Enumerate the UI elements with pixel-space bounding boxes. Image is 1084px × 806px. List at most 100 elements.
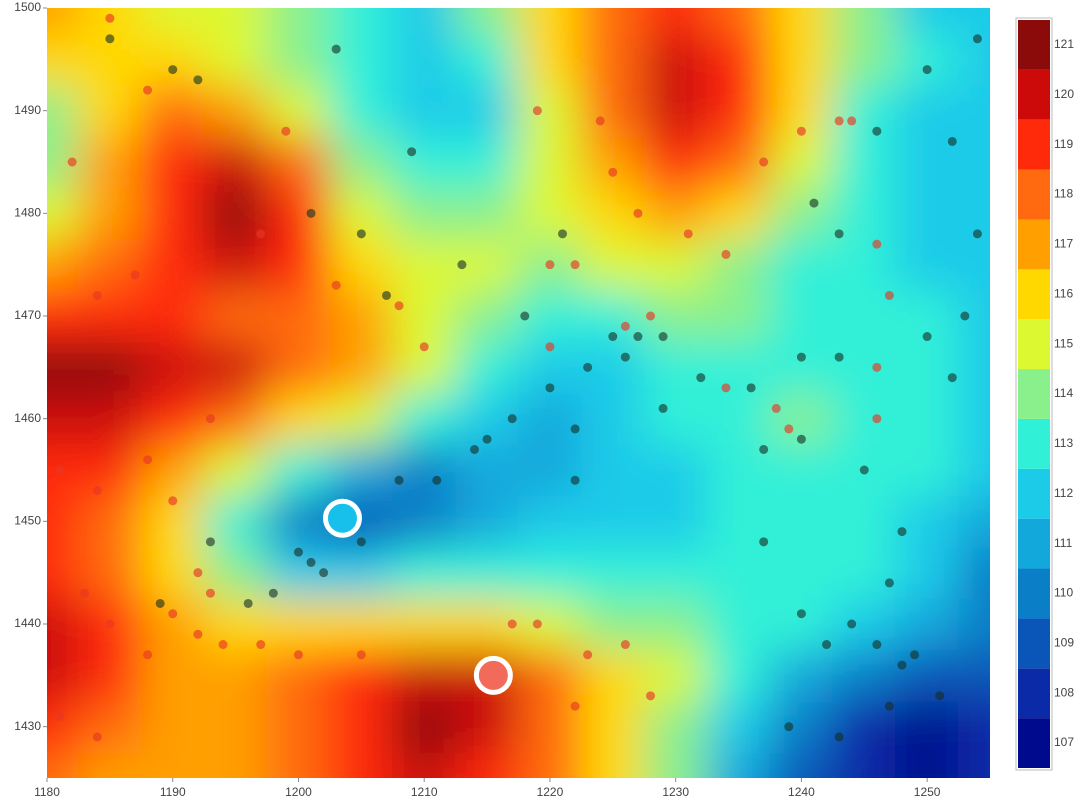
contour-cell: [958, 392, 990, 445]
contour-cell: [643, 546, 708, 599]
scatter-point: [407, 147, 417, 157]
scatter-point: [935, 691, 945, 701]
contour-cell: [832, 597, 897, 651]
contour-cell: [895, 546, 960, 599]
y-tick-label: 1490: [14, 103, 41, 117]
scatter-point: [256, 640, 266, 650]
y-tick-label: 1480: [14, 206, 41, 220]
scatter-point: [193, 629, 203, 639]
contour-cell: [392, 8, 457, 35]
contour-cell: [895, 238, 960, 291]
contour-cell: [518, 33, 582, 86]
contour-cell: [518, 8, 582, 35]
scatter-point: [746, 383, 756, 393]
contour-cell: [392, 135, 457, 189]
contour-cell: [832, 135, 897, 189]
scatter-point: [306, 208, 316, 218]
points-layer: [55, 13, 982, 742]
scatter-point: [646, 311, 656, 321]
contour-cell: [392, 187, 457, 240]
scatter-point: [570, 701, 580, 711]
scatter-point: [143, 650, 153, 660]
contour-cell: [266, 84, 331, 137]
contour-cell: [832, 495, 897, 548]
colorbar-band: [1018, 269, 1050, 320]
contour-cell: [518, 546, 582, 599]
contour-cell: [140, 238, 205, 291]
contour-cell: [266, 751, 331, 778]
contour-cell: [769, 443, 834, 497]
colorbar-tick-label: 119: [1054, 137, 1073, 151]
scatter-point: [620, 352, 630, 362]
contour-cell: [392, 495, 457, 548]
contour-cell: [643, 443, 708, 497]
scatter-point: [570, 260, 580, 270]
contour-field: [47, 8, 990, 778]
contour-cell: [455, 751, 519, 778]
contour-cell: [77, 649, 142, 702]
contour-cell: [895, 392, 960, 445]
contour-cell: [832, 238, 897, 291]
scatter-point: [947, 373, 957, 383]
scatter-point: [721, 383, 731, 393]
contour-cell: [706, 341, 771, 394]
contour-cell: [643, 597, 708, 651]
contour-cell: [140, 751, 205, 778]
contour-cell: [895, 443, 960, 497]
scatter-point: [381, 290, 391, 300]
contour-cell: [643, 392, 708, 445]
contour-cell: [77, 392, 142, 445]
contour-cell: [706, 187, 771, 240]
colorbar-tick-label: 118: [1054, 187, 1073, 201]
contour-cell: [958, 597, 990, 651]
scatter-point: [105, 34, 115, 44]
contour-cell: [47, 546, 79, 599]
contour-cell: [580, 392, 645, 445]
scatter-point: [168, 65, 178, 75]
contour-cell: [329, 443, 394, 497]
contour-cell: [832, 700, 897, 753]
colorbar-tick-label: 109: [1054, 636, 1074, 650]
scatter-point: [759, 157, 769, 167]
contour-cell: [266, 33, 331, 86]
contour-cell: [392, 443, 457, 497]
scatter-point: [784, 424, 794, 434]
contour-cell: [895, 341, 960, 394]
contour-cell: [643, 495, 708, 548]
scatter-point: [319, 568, 329, 578]
colorbar-tick-label: 120: [1054, 87, 1074, 101]
contour-cell: [518, 649, 582, 702]
contour-cell: [580, 238, 645, 291]
contour-cell: [643, 649, 708, 702]
scatter-point: [205, 414, 215, 424]
scatter-point: [784, 722, 794, 732]
contour-cell: [203, 597, 268, 651]
contour-cell: [895, 135, 960, 189]
contour-cell: [140, 289, 205, 343]
scatter-point: [419, 342, 429, 352]
y-tick-label: 1460: [14, 411, 41, 425]
contour-cell: [958, 546, 990, 599]
contour-cell: [895, 751, 960, 778]
contour-cell: [203, 187, 268, 240]
contour-cell: [203, 135, 268, 189]
contour-cell: [832, 289, 897, 343]
contour-cell: [47, 289, 79, 343]
contour-cell: [706, 33, 771, 86]
scatter-point: [168, 609, 178, 619]
scatter-point: [759, 444, 769, 454]
colorbar-tick-label: 114: [1054, 386, 1073, 400]
contour-cell: [266, 187, 331, 240]
scatter-point: [92, 290, 102, 300]
colorbar-band: [1018, 618, 1050, 669]
scatter-point: [356, 229, 366, 239]
scatter-point: [608, 167, 618, 177]
colorbar-outline: [1015, 17, 1053, 771]
scatter-point: [105, 619, 115, 629]
scatter-point: [507, 619, 517, 629]
contour-cell: [958, 443, 990, 497]
scatter-point: [583, 362, 593, 372]
contour-cell: [392, 33, 457, 86]
scatter-point: [432, 475, 442, 485]
